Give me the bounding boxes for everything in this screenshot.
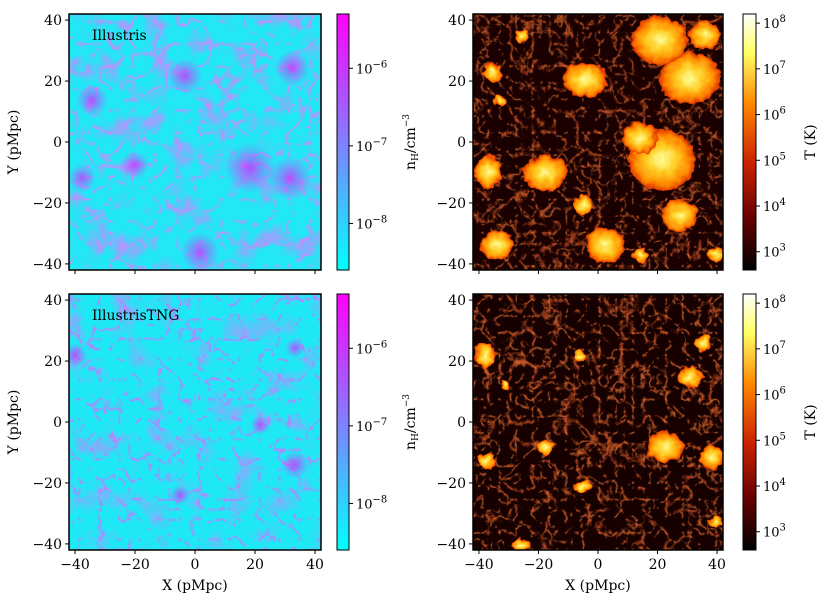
y-tick-label-bl: −40 (32, 537, 62, 553)
illustris-label: Illustris (92, 28, 147, 44)
colorbar-tick-label-temperature-top: 104 (763, 197, 786, 215)
y-tick-label-br: 0 (457, 415, 466, 431)
x-tick-label-br: −40 (464, 557, 494, 573)
y-tick-label-tl: 0 (53, 135, 62, 151)
hot-bubbles-tng (474, 335, 723, 550)
colorbar-tick-label-temperature-bottom: 103 (763, 523, 786, 541)
x-tick-label-br: 40 (708, 557, 726, 573)
y-tick-label-tr: 20 (448, 74, 466, 90)
y-tick-label-br: −40 (436, 537, 466, 553)
density-colorbar-label-bottom: nH/cm−3 (402, 394, 421, 450)
tng-label: IllustrisTNG (92, 308, 179, 324)
y-tick-label-tl: 20 (44, 74, 62, 90)
illustris-density-heatmap (69, 14, 321, 270)
temperature-colorbar-top (742, 13, 757, 271)
density-colorbar-bottom (336, 293, 350, 551)
y-tick-label-tl: 40 (44, 13, 62, 29)
colorbar-tick-label-density-bottom: 10−6 (356, 339, 387, 357)
density-colorbar-label-top: nH/cm−3 (402, 114, 421, 170)
colorbar-tick-label-temperature-top: 107 (763, 60, 786, 78)
y-tick-label-tr: −40 (436, 257, 466, 273)
colorbar-tick-label-temperature-top: 106 (763, 106, 786, 124)
colorbar-tick-label-temperature-bottom: 107 (763, 340, 786, 358)
x-tick-label-br: 0 (594, 557, 603, 573)
y-tick-label-tr: 0 (457, 135, 466, 151)
colorbar-tick-label-density-top: 10−8 (356, 214, 387, 232)
temperature-colorbar-label-top: T (K) (803, 124, 819, 159)
tng-density-heatmap (69, 294, 321, 550)
y-tick-label-bl: 0 (53, 415, 62, 431)
colorbar-tick-label-temperature-top: 105 (763, 151, 786, 169)
x-tick-label-bl: 40 (306, 557, 324, 573)
temperature-colorbar-label-bottom: T (K) (803, 404, 819, 439)
y-tick-label-br: 20 (448, 354, 466, 370)
y-axis-label-top: Y (pMpc) (6, 110, 22, 176)
y-tick-label-br: 40 (448, 293, 466, 309)
tng-temperature-heatmap (473, 294, 723, 550)
x-tick-label-bl: 0 (191, 557, 200, 573)
density-colorbar-top (336, 13, 350, 271)
colorbar-tick-label-temperature-bottom: 108 (763, 294, 786, 312)
colorbar-tick-label-density-top: 10−7 (356, 137, 387, 155)
y-tick-label-tl: −20 (32, 196, 62, 212)
y-tick-label-br: −20 (436, 476, 466, 492)
y-tick-label-bl: 40 (44, 293, 62, 309)
y-tick-label-tl: −40 (32, 257, 62, 273)
tng-density-panel: IllustrisTNG (68, 293, 322, 551)
colorbar-tick-label-temperature-bottom: 104 (763, 477, 786, 495)
x-tick-label-bl: −20 (120, 557, 150, 573)
x-axis-label-right: X (pMpc) (565, 578, 630, 594)
y-tick-label-bl: −20 (32, 476, 62, 492)
tng-temperature-panel (472, 293, 724, 551)
y-tick-label-bl: 20 (44, 354, 62, 370)
x-tick-label-bl: 20 (246, 557, 264, 573)
temperature-colorbar-bottom (742, 293, 757, 551)
colorbar-tick-label-density-bottom: 10−8 (356, 494, 387, 512)
illustris-density-panel: Illustris (68, 13, 322, 271)
illustris-temperature-panel (472, 13, 724, 271)
colorbar-tick-label-temperature-bottom: 105 (763, 431, 786, 449)
x-tick-label-bl: −40 (60, 557, 90, 573)
hot-bubbles-illustris (474, 16, 723, 263)
y-axis-label-bottom: Y (pMpc) (6, 390, 22, 456)
colorbar-tick-label-temperature-top: 103 (763, 243, 786, 261)
colorbar-tick-label-density-bottom: 10−7 (356, 417, 387, 435)
colorbar-tick-label-temperature-top: 108 (763, 14, 786, 32)
colorbar-tick-label-temperature-bottom: 106 (763, 386, 786, 404)
y-tick-label-tr: 40 (448, 13, 466, 29)
colorbar-tick-label-density-top: 10−6 (356, 59, 387, 77)
x-tick-label-br: −20 (524, 557, 554, 573)
y-tick-label-tr: −20 (436, 196, 466, 212)
x-axis-label-left: X (pMpc) (162, 578, 227, 594)
illustris-temperature-heatmap (473, 14, 723, 270)
x-tick-label-br: 20 (649, 557, 667, 573)
